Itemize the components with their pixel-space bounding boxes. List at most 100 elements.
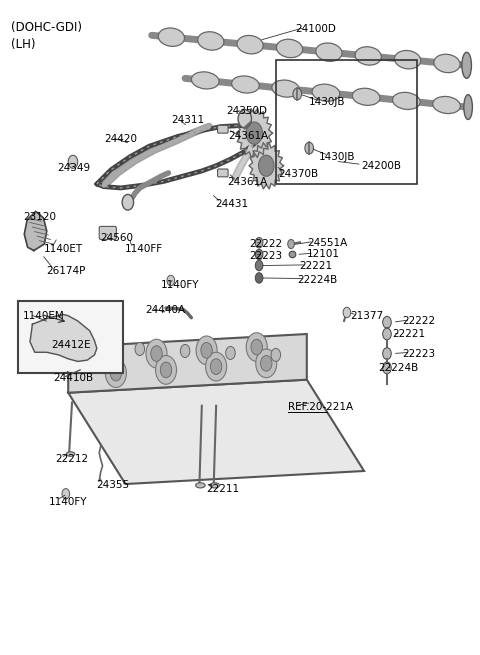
Text: 24370B: 24370B bbox=[278, 169, 318, 179]
Text: 24350D: 24350D bbox=[227, 106, 268, 116]
Circle shape bbox=[305, 142, 313, 154]
Text: 24311: 24311 bbox=[171, 115, 204, 125]
Circle shape bbox=[101, 349, 112, 365]
Text: 21377: 21377 bbox=[350, 311, 383, 322]
Circle shape bbox=[383, 328, 391, 340]
Ellipse shape bbox=[66, 452, 75, 457]
Circle shape bbox=[201, 343, 212, 358]
Text: 24551A: 24551A bbox=[307, 238, 347, 248]
Text: 22222: 22222 bbox=[250, 239, 283, 249]
Circle shape bbox=[205, 352, 227, 381]
Ellipse shape bbox=[462, 52, 471, 79]
Polygon shape bbox=[24, 212, 47, 251]
Text: 24355: 24355 bbox=[96, 480, 129, 491]
Ellipse shape bbox=[355, 47, 381, 65]
Text: 22211: 22211 bbox=[206, 483, 240, 494]
Ellipse shape bbox=[276, 39, 302, 58]
Text: 1430JB: 1430JB bbox=[309, 98, 346, 107]
Bar bbox=[18, 301, 123, 373]
Text: 1430JB: 1430JB bbox=[319, 151, 355, 162]
Circle shape bbox=[68, 155, 78, 168]
Ellipse shape bbox=[232, 76, 259, 93]
Circle shape bbox=[383, 362, 391, 374]
Ellipse shape bbox=[434, 54, 460, 73]
Text: 24361A: 24361A bbox=[227, 177, 267, 187]
Ellipse shape bbox=[312, 84, 340, 102]
Circle shape bbox=[122, 195, 133, 210]
Text: 1140FY: 1140FY bbox=[49, 496, 88, 507]
Circle shape bbox=[246, 122, 263, 144]
Text: 24440A: 24440A bbox=[145, 305, 186, 315]
Circle shape bbox=[383, 348, 391, 360]
Text: 1140ET: 1140ET bbox=[43, 244, 83, 254]
Polygon shape bbox=[249, 143, 283, 189]
Text: 24200B: 24200B bbox=[362, 160, 402, 171]
Polygon shape bbox=[236, 109, 273, 158]
FancyBboxPatch shape bbox=[99, 227, 116, 240]
Text: 24410B: 24410B bbox=[53, 373, 93, 383]
Circle shape bbox=[96, 343, 117, 371]
Ellipse shape bbox=[395, 50, 421, 69]
FancyBboxPatch shape bbox=[217, 125, 228, 133]
Text: 22222: 22222 bbox=[402, 316, 435, 326]
Circle shape bbox=[261, 356, 272, 371]
Text: 22223: 22223 bbox=[402, 348, 435, 358]
Text: 22221: 22221 bbox=[300, 261, 333, 271]
Text: 22223: 22223 bbox=[250, 251, 283, 261]
Ellipse shape bbox=[393, 92, 420, 109]
Circle shape bbox=[259, 155, 274, 176]
Polygon shape bbox=[68, 334, 307, 393]
Circle shape bbox=[238, 109, 252, 128]
Ellipse shape bbox=[198, 31, 224, 50]
Polygon shape bbox=[30, 314, 97, 362]
Ellipse shape bbox=[196, 483, 205, 488]
Text: 22221: 22221 bbox=[393, 329, 426, 339]
Text: 24361A: 24361A bbox=[228, 132, 268, 141]
Ellipse shape bbox=[272, 80, 300, 97]
Circle shape bbox=[226, 346, 235, 360]
Circle shape bbox=[383, 316, 391, 328]
Circle shape bbox=[135, 343, 144, 356]
Text: 1140FY: 1140FY bbox=[161, 280, 200, 290]
Ellipse shape bbox=[210, 483, 219, 488]
Circle shape bbox=[255, 260, 263, 271]
Text: 1140FF: 1140FF bbox=[124, 244, 163, 254]
Ellipse shape bbox=[464, 95, 472, 119]
Circle shape bbox=[251, 339, 263, 355]
Circle shape bbox=[246, 333, 267, 362]
Circle shape bbox=[293, 88, 301, 100]
Circle shape bbox=[255, 250, 263, 259]
Circle shape bbox=[151, 346, 162, 362]
Circle shape bbox=[106, 359, 126, 388]
Text: REF.20-221A: REF.20-221A bbox=[288, 402, 353, 412]
Circle shape bbox=[167, 275, 175, 286]
Circle shape bbox=[343, 307, 351, 318]
Circle shape bbox=[271, 348, 281, 362]
Circle shape bbox=[180, 345, 190, 358]
Circle shape bbox=[156, 356, 177, 384]
Ellipse shape bbox=[316, 43, 342, 62]
Polygon shape bbox=[68, 380, 364, 484]
Text: (DOHC-GDI)
(LH): (DOHC-GDI) (LH) bbox=[11, 21, 82, 51]
Text: 24560: 24560 bbox=[101, 233, 133, 243]
Circle shape bbox=[146, 339, 167, 368]
FancyBboxPatch shape bbox=[217, 169, 228, 177]
Text: 24431: 24431 bbox=[215, 198, 248, 208]
Ellipse shape bbox=[289, 251, 296, 257]
Text: 22212: 22212 bbox=[55, 455, 88, 464]
Text: 1140EM: 1140EM bbox=[23, 310, 65, 321]
Text: 22224B: 22224B bbox=[297, 275, 337, 285]
Text: 26174P: 26174P bbox=[47, 266, 86, 276]
Ellipse shape bbox=[352, 88, 380, 105]
Circle shape bbox=[255, 238, 263, 248]
Ellipse shape bbox=[192, 72, 219, 89]
Circle shape bbox=[288, 240, 294, 249]
Circle shape bbox=[110, 365, 121, 381]
Text: 24349: 24349 bbox=[58, 162, 91, 173]
Ellipse shape bbox=[158, 28, 184, 47]
Text: 24420: 24420 bbox=[104, 134, 137, 144]
Circle shape bbox=[255, 272, 263, 283]
Text: 22224B: 22224B bbox=[378, 363, 419, 373]
Text: 23120: 23120 bbox=[23, 212, 56, 221]
Circle shape bbox=[196, 336, 217, 365]
